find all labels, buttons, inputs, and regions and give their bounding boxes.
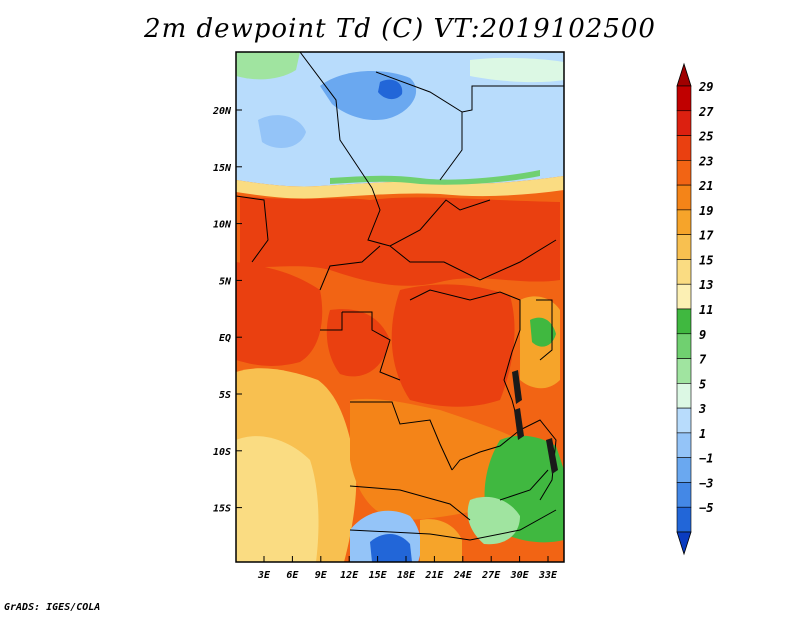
colorbar-segment — [676, 358, 692, 384]
colorbar-label: 21 — [698, 179, 713, 193]
colorbar-segment — [676, 308, 692, 335]
lon-label: 9E — [315, 570, 328, 581]
colorbar-label: 15 — [699, 253, 713, 267]
colorbar-label: −3 — [699, 476, 713, 490]
longitude-axis: 3E 6E 9E 12E 15E 18E 21E 24E 27E 30E 33E — [257, 556, 558, 581]
colorbar-label: −1 — [699, 452, 713, 466]
lon-label: 21E — [424, 570, 444, 581]
lat-label: 10S — [213, 447, 231, 458]
colorbar-segment — [676, 283, 692, 310]
colorbar-segment — [676, 407, 692, 434]
colorbar-label: 9 — [699, 328, 706, 342]
colorbar-segment — [676, 234, 692, 260]
lon-label: 3E — [257, 570, 271, 581]
lon-label: 15E — [369, 570, 388, 581]
colorbar-segment — [676, 432, 692, 458]
colorbar-label: 25 — [698, 130, 713, 144]
colorbar-segment — [676, 160, 692, 186]
colorbar-label: 11 — [699, 303, 713, 317]
colorbar-label: −5 — [699, 501, 713, 515]
colorbar-label: 13 — [699, 278, 713, 292]
map-frame — [235, 51, 565, 563]
colorbar-segment — [676, 184, 692, 211]
grads-credit: GrADS: IGES/COLA — [4, 602, 101, 613]
lon-label: 24E — [453, 570, 473, 581]
lat-label: 15S — [213, 504, 231, 515]
colorbar-label: 29 — [698, 80, 713, 94]
colorbar-segment — [676, 333, 692, 359]
map-title: 2m dewpoint Td (C) VT:2019102500 — [144, 14, 656, 44]
lon-label: 6E — [286, 570, 299, 581]
colorbar-segment — [676, 259, 692, 285]
colorbar-segment — [676, 209, 692, 235]
lat-label: 15N — [213, 163, 232, 174]
colorbar-label: 7 — [699, 353, 707, 367]
lon-label: 30E — [510, 570, 530, 581]
lon-label: 27E — [481, 570, 501, 581]
country-borders — [236, 52, 564, 541]
colorbar-segment — [676, 383, 692, 409]
colorbar-segment — [676, 110, 692, 136]
colorbar-label: 17 — [699, 229, 714, 243]
lakes — [512, 370, 558, 474]
lon-label: 12E — [340, 570, 359, 581]
lat-label: 10N — [213, 220, 232, 231]
colorbar-segment — [676, 85, 692, 112]
lon-label: 33E — [538, 570, 558, 581]
colorbar-label: 5 — [699, 377, 706, 391]
colorbar-label: 19 — [699, 204, 713, 218]
lat-label: 5S — [219, 390, 231, 401]
lat-label: 20N — [212, 106, 232, 117]
lon-label: 18E — [397, 570, 416, 581]
lat-label: 5N — [219, 276, 232, 287]
colorbar-label: 23 — [698, 154, 713, 168]
colorbar-segment — [676, 482, 692, 508]
colorbar-segment — [676, 506, 692, 533]
colorbar-top-arrow — [676, 62, 692, 87]
colorbar-segment — [676, 457, 692, 483]
colorbar-label: 1 — [699, 427, 706, 441]
colorbar-label: 3 — [698, 402, 706, 416]
latitude-axis: 20N 15N 10N 5N EQ 5S 10S 15S — [212, 106, 242, 515]
colorbar-label: 27 — [698, 105, 714, 119]
dewpoint-field — [236, 52, 564, 562]
colorbar-bottom-arrow — [676, 531, 692, 556]
lat-label: EQ — [219, 333, 231, 344]
colorbar-segment — [676, 135, 692, 161]
colorbar: 29 27 25 23 21 19 17 15 13 11 9 7 5 3 1 −1 −3 −5 — [676, 62, 714, 556]
